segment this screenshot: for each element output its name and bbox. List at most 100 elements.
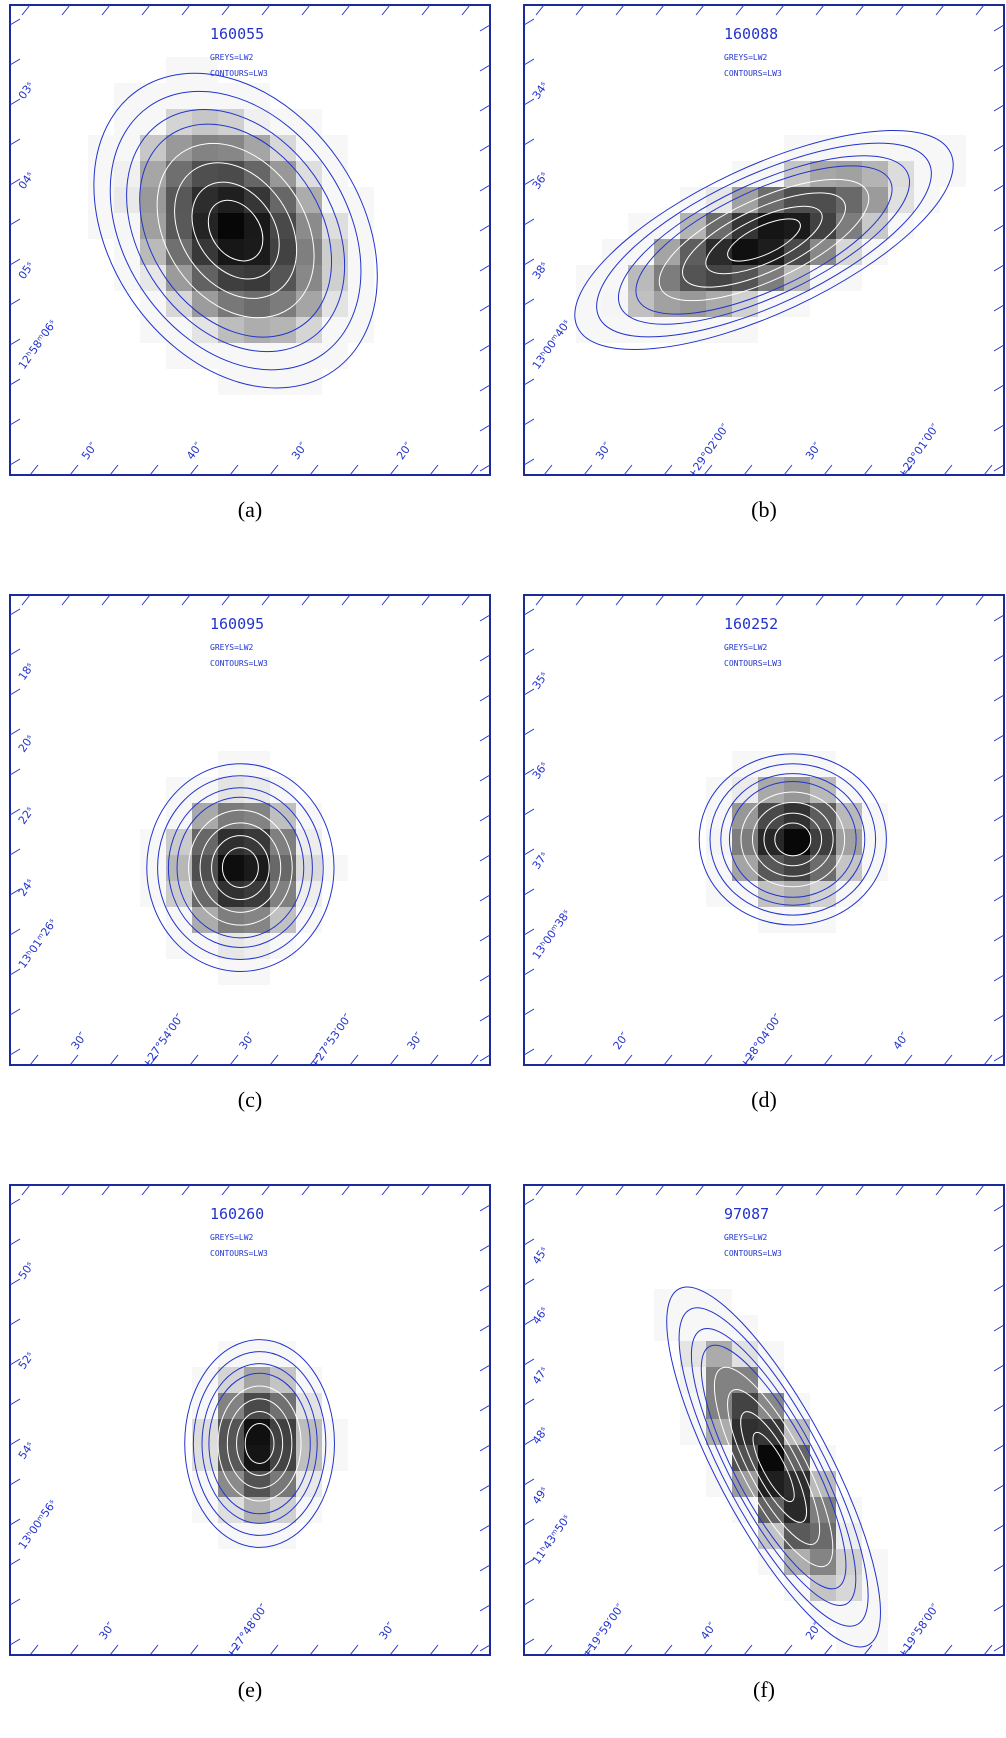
grey-pixel xyxy=(140,187,166,213)
frame-tick xyxy=(479,344,491,352)
grey-pixel xyxy=(166,265,192,291)
ra-tick-label: +27°53′00″ xyxy=(308,1011,355,1070)
contour xyxy=(221,847,259,889)
grey-pixel xyxy=(296,317,322,343)
frame-tick xyxy=(109,1054,119,1066)
frame-tick xyxy=(993,1204,1005,1212)
grey-pixel xyxy=(270,343,296,369)
frame-tick xyxy=(301,4,311,16)
contour xyxy=(617,155,911,325)
grey-pixel xyxy=(114,213,140,239)
frame-tick xyxy=(9,178,21,186)
grey-pixel xyxy=(784,291,810,317)
frame-tick xyxy=(993,384,1005,392)
grey-pixel xyxy=(244,1393,270,1419)
contour xyxy=(156,142,315,319)
grey-pixel xyxy=(166,161,192,187)
frame-tick xyxy=(479,934,491,942)
frame-tick xyxy=(523,1008,535,1016)
contour xyxy=(126,109,346,353)
caption: (b) xyxy=(751,497,777,522)
grey-pixel xyxy=(192,803,218,829)
frame-tick xyxy=(9,378,21,386)
ra-tick-label: 30″ xyxy=(405,1030,426,1052)
grey-pixel xyxy=(784,239,810,265)
frame-tick xyxy=(309,1054,319,1066)
frame-tick xyxy=(993,774,1005,782)
grey-pixel xyxy=(270,291,296,317)
frame-tick xyxy=(9,258,21,266)
frame-tick xyxy=(993,814,1005,822)
panel: 160260 GREYS=LW2 CONTOURS=LW3 50ˢ 52ˢ 54ˢ 13ʰ0… xyxy=(9,1184,491,1661)
grey-pixel xyxy=(706,317,732,343)
grey-pixel xyxy=(140,881,166,907)
grey-pixel xyxy=(244,1445,270,1471)
grey-pixel xyxy=(192,161,218,187)
dec-tick-label: 22ˢ xyxy=(16,804,37,826)
contour xyxy=(709,763,877,916)
frame-tick xyxy=(993,1564,1005,1572)
frame-tick xyxy=(895,594,905,606)
ra-tick-label: 30″ xyxy=(377,1620,398,1642)
frame-tick xyxy=(479,144,491,152)
grey-pixel xyxy=(732,1419,758,1445)
frame-tick xyxy=(993,1604,1005,1612)
grey-pixel xyxy=(270,1393,296,1419)
frame-tick xyxy=(9,768,21,776)
frame-tick xyxy=(523,1558,535,1566)
frame-tick xyxy=(523,848,535,856)
frame-tick xyxy=(523,1358,535,1366)
frame-tick xyxy=(523,1238,535,1246)
grey-pixel xyxy=(114,265,140,291)
grey-pixel xyxy=(784,855,810,881)
frame-tick xyxy=(479,24,491,32)
contour xyxy=(192,1351,327,1536)
frame-tick xyxy=(775,1184,785,1196)
frame-tick xyxy=(993,1524,1005,1532)
frame-tick xyxy=(9,1358,21,1366)
grey-pixel xyxy=(680,1419,706,1445)
frame-tick xyxy=(523,888,535,896)
contour xyxy=(191,181,280,280)
contour xyxy=(184,1339,335,1548)
frame-tick xyxy=(655,4,665,16)
frame-tick xyxy=(523,378,535,386)
ra-tick-label: 30″ xyxy=(289,440,310,462)
grey-pixel xyxy=(706,1367,732,1393)
frame-tick xyxy=(993,424,1005,432)
grey-pixel xyxy=(680,1341,706,1367)
frame-tick xyxy=(9,1598,21,1606)
grey-pixel xyxy=(88,161,114,187)
grey-pixel xyxy=(140,161,166,187)
frame-tick xyxy=(9,338,21,346)
frame-tick xyxy=(993,974,1005,982)
grey-pixel xyxy=(192,135,218,161)
frame-tick xyxy=(523,1048,535,1056)
grey-pixel xyxy=(244,161,270,187)
grey-pixel xyxy=(218,1445,244,1471)
frame-tick xyxy=(269,1644,279,1656)
frame-tick xyxy=(855,594,865,606)
grey-pixel xyxy=(218,959,244,985)
contour xyxy=(226,1398,293,1489)
frame-tick xyxy=(695,594,705,606)
frame-tick xyxy=(663,464,673,476)
frame-tick xyxy=(523,418,535,426)
ra-tick-label: 30″ xyxy=(237,1030,258,1052)
frame-tick xyxy=(261,594,271,606)
frame-tick xyxy=(181,4,191,16)
frame-tick xyxy=(543,1644,553,1656)
dec-tick-label: 48ˢ xyxy=(530,1424,551,1446)
frame-tick xyxy=(535,594,545,606)
frame-tick xyxy=(993,1284,1005,1292)
frame-tick xyxy=(583,1054,593,1066)
frame-tick xyxy=(975,1184,985,1196)
grey-pixel xyxy=(140,239,166,265)
frame-tick xyxy=(109,464,119,476)
grey-pixel xyxy=(270,317,296,343)
contour xyxy=(751,802,834,877)
frame-tick xyxy=(523,338,535,346)
frame-tick xyxy=(993,64,1005,72)
grey-pixel xyxy=(88,187,114,213)
frame-tick xyxy=(479,1564,491,1572)
